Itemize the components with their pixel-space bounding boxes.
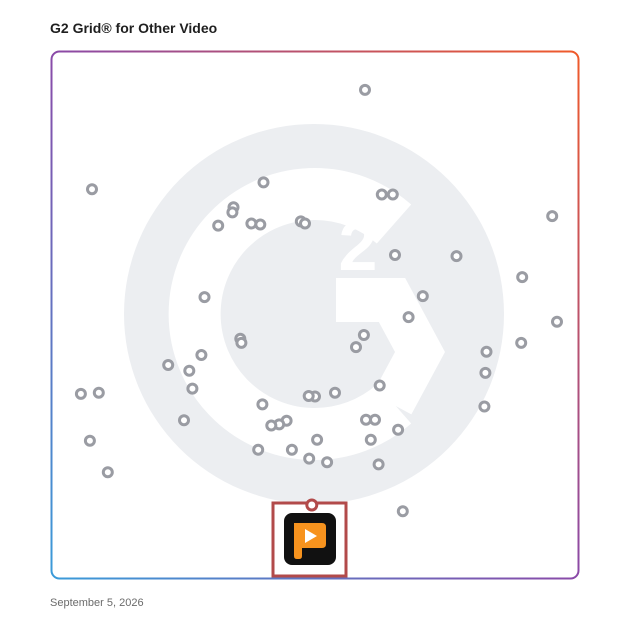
product-point-2[interactable] xyxy=(257,176,270,189)
product-point-42[interactable] xyxy=(265,419,278,432)
product-point-14[interactable] xyxy=(546,210,559,223)
product-point-16[interactable] xyxy=(416,290,429,303)
product-point-26[interactable] xyxy=(92,386,105,399)
product-point-24[interactable] xyxy=(186,382,199,395)
highlighted-product-point[interactable] xyxy=(305,498,319,512)
grid-border xyxy=(50,50,580,580)
product-point-38[interactable] xyxy=(551,315,563,328)
product-point-23[interactable] xyxy=(183,364,196,377)
product-point-32[interactable] xyxy=(350,341,362,354)
product-point-15[interactable] xyxy=(516,271,529,284)
chart-title: G2 Grid® for Other Video xyxy=(50,20,218,36)
product-point-33[interactable] xyxy=(357,329,370,341)
product-point-34[interactable] xyxy=(478,400,491,413)
product-point-44[interactable] xyxy=(369,413,381,426)
product-point-11[interactable] xyxy=(386,188,399,201)
product-point-50[interactable] xyxy=(285,443,298,456)
product-point-36[interactable] xyxy=(479,366,492,379)
product-point-18[interactable] xyxy=(198,291,211,304)
product-point-39[interactable] xyxy=(178,414,190,427)
product-point-17[interactable] xyxy=(402,311,415,324)
product-point-12[interactable] xyxy=(389,249,401,261)
product-point-21[interactable] xyxy=(195,349,208,361)
product-point-48[interactable] xyxy=(83,434,96,447)
product-point-1[interactable] xyxy=(86,183,98,196)
g2-logo-watermark-icon: 2 xyxy=(124,124,504,504)
product-point-0[interactable] xyxy=(359,83,371,96)
product-point-30[interactable] xyxy=(329,386,341,399)
product-point-25[interactable] xyxy=(74,387,87,400)
product-point-13[interactable] xyxy=(450,250,463,263)
product-point-53[interactable] xyxy=(372,458,385,471)
product-point-47[interactable] xyxy=(311,433,324,446)
svg-text:2: 2 xyxy=(339,207,378,285)
product-point-37[interactable] xyxy=(515,336,528,349)
data-points xyxy=(74,83,563,518)
product-point-45[interactable] xyxy=(392,423,405,436)
product-point-49[interactable] xyxy=(252,443,265,456)
product-point-31[interactable] xyxy=(373,379,386,392)
product-point-7[interactable] xyxy=(254,218,267,231)
product-point-10[interactable] xyxy=(375,188,388,201)
product-point-22[interactable] xyxy=(162,359,175,371)
product-point-27[interactable] xyxy=(256,398,269,411)
product-point-5[interactable] xyxy=(212,219,225,232)
product-point-46[interactable] xyxy=(364,433,377,446)
product-point-20[interactable] xyxy=(235,336,248,349)
product-point-4[interactable] xyxy=(226,206,239,219)
product-point-9[interactable] xyxy=(299,217,311,230)
highlighted-product[interactable] xyxy=(271,498,348,578)
product-point-54[interactable] xyxy=(101,466,114,479)
product-point-55[interactable] xyxy=(396,505,409,518)
video-player-app-icon[interactable] xyxy=(284,513,336,565)
product-point-51[interactable] xyxy=(303,452,316,465)
product-point-29[interactable] xyxy=(302,390,315,402)
product-point-52[interactable] xyxy=(321,456,334,469)
grid-date: September 5, 2026 xyxy=(50,597,144,609)
product-point-35[interactable] xyxy=(480,345,493,358)
